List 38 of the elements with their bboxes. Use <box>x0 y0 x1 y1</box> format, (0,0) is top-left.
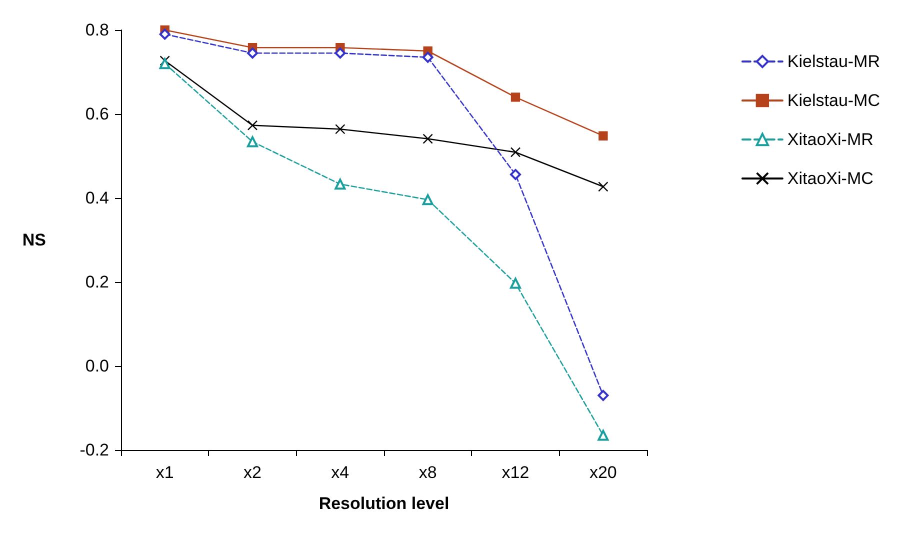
point <box>335 124 346 134</box>
point <box>159 28 170 40</box>
point <box>598 430 609 441</box>
y-tick-label: 0.8 <box>85 20 109 40</box>
y-tick-label: 0.2 <box>85 272 109 292</box>
legend-label: XitaoXi-MR <box>787 130 874 149</box>
x-tick-label: x20 <box>589 463 617 482</box>
point <box>510 278 521 289</box>
y-axis-title: NS <box>22 230 46 250</box>
point <box>247 48 258 59</box>
x-tick-label: x2 <box>244 463 262 482</box>
y-tick-label: -0.2 <box>80 440 109 460</box>
point <box>598 131 608 140</box>
x-axis-title: Resolution level <box>318 494 450 513</box>
x-tick-label: x12 <box>502 463 530 482</box>
legend-label: Kielstau-MC <box>787 91 880 110</box>
y-tick-label: 0.0 <box>85 356 109 376</box>
point <box>160 56 170 66</box>
point <box>510 168 521 180</box>
point <box>422 52 434 63</box>
x-tick-label: x4 <box>331 463 350 482</box>
point <box>510 92 520 102</box>
point <box>510 147 521 158</box>
point <box>422 194 434 206</box>
legend-label: XitaoXi-MC <box>787 169 874 188</box>
x-tick-label: x1 <box>156 463 174 482</box>
point <box>334 48 346 59</box>
point <box>159 58 170 70</box>
x-tick-label: x8 <box>418 463 437 482</box>
point <box>598 182 608 192</box>
y-tick-label: 0.4 <box>85 188 109 208</box>
point <box>247 136 258 148</box>
point <box>422 134 433 144</box>
point <box>598 390 609 401</box>
point <box>334 178 346 190</box>
y-tick-label: 0.6 <box>85 104 109 124</box>
legend-label: Kielstau-MR <box>787 52 880 71</box>
point <box>247 120 258 130</box>
